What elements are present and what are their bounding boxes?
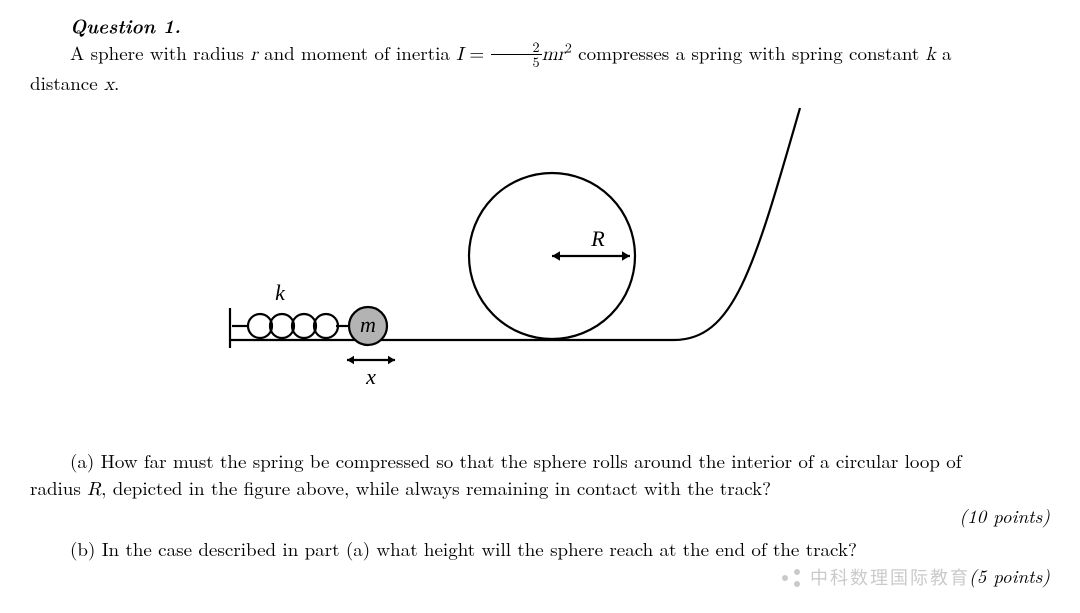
question-heading-line: Question 1. (30, 12, 1050, 40)
part-a-text-2a: radius (30, 474, 87, 501)
part-a-line-1: (a) How far must the spring be compresse… (30, 448, 1050, 475)
svg-text:R: R (590, 226, 605, 251)
q-text-1: A sphere with radius (70, 39, 250, 66)
question-body-line-1: A sphere with radius r and moment of ine… (30, 40, 1050, 70)
sym-r: r (250, 45, 257, 64)
physics-figure: k m x R (200, 98, 840, 428)
svg-text:x: x (365, 364, 376, 389)
part-b-label: (b) (70, 535, 102, 562)
svg-text:m: m (360, 312, 376, 337)
q-period: . (114, 69, 119, 96)
frac-two-fifths: 25 (491, 40, 542, 70)
q-text-2: and moment of inertia (258, 39, 457, 66)
sym-r2: r (558, 45, 565, 64)
sym-R: R (87, 480, 101, 499)
svg-text:k: k (275, 280, 286, 305)
exp-2: 2 (565, 37, 572, 56)
part-b-line: (b) In the case described in part (a) wh… (30, 536, 1050, 563)
part-a-points-line: (10 points) (30, 503, 1050, 530)
q-text-5: distance (30, 69, 104, 96)
page-root: Question 1. A sphere with radius r and m… (0, 0, 1080, 589)
sym-x: x (104, 75, 114, 94)
frac-den: 5 (491, 55, 542, 69)
question-body-line-2: distance x. (30, 70, 1050, 99)
part-b-points: (5 points) (969, 562, 1050, 589)
sym-m: m (542, 45, 558, 64)
sym-k: k (926, 45, 936, 64)
part-a-points: (10 points) (959, 502, 1050, 529)
q-eq: = (463, 39, 490, 66)
part-a-line-2: radius R, depicted in the figure above, … (30, 475, 1050, 504)
part-a-text-1: How far must the spring be compressed so… (101, 447, 962, 474)
part-a-label: (a) (70, 447, 101, 474)
question-heading: Question 1. (70, 11, 181, 39)
figure-wrap: k m x R (30, 98, 1050, 428)
part-b-text: In the case described in part (a) what h… (102, 535, 857, 562)
q-text-3: compresses a spring with spring constant (572, 39, 926, 66)
part-b-points-line: (5 points) (30, 563, 1050, 590)
part-a-text-2b: , depicted in the figure above, while al… (101, 474, 771, 501)
q-text-4: a (936, 39, 952, 66)
